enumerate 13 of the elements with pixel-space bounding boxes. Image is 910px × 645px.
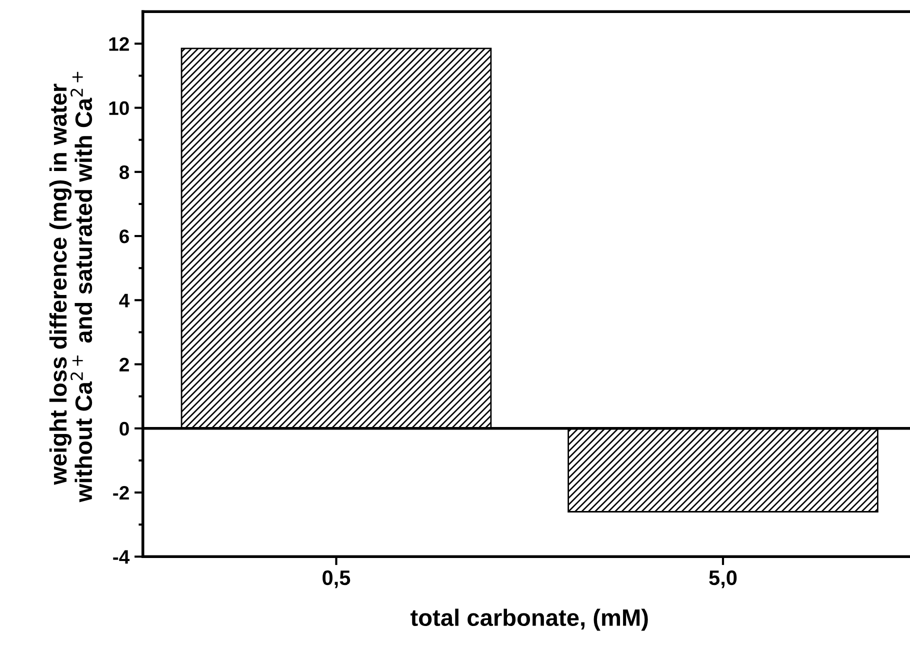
y-tick-label: 2: [120, 358, 129, 372]
y-axis-title: weight loss difference (mg) in water without Ca$^{2+}$ and saturated with Ca$^{2+}$: [49, 72, 92, 502]
y-tick-label: 0: [120, 422, 129, 436]
x-tick-label: 0,5: [322, 570, 350, 588]
y-tick-label: 4: [119, 294, 130, 308]
y-tick-label: 12: [109, 37, 129, 51]
y-tick-label: 6: [120, 230, 129, 244]
x-tick-label: 5,0: [709, 570, 737, 588]
y-tick-label: -2: [113, 486, 129, 500]
y-tick-label: 10: [109, 101, 129, 116]
x-axis-title: total carbonate, (mM): [410, 608, 648, 631]
y-tick-label: 8: [119, 165, 130, 180]
y-tick-label: -4: [113, 550, 130, 564]
